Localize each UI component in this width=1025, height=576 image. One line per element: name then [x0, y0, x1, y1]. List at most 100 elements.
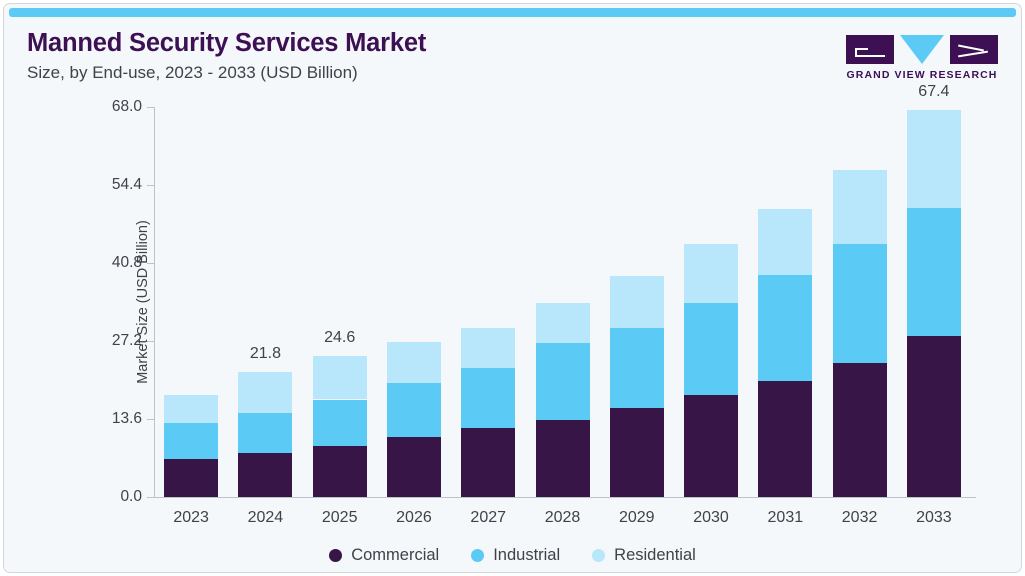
bar-value-label: 21.8: [249, 344, 281, 362]
y-axis-tick-label: 68.0: [111, 98, 142, 115]
x-axis-tick-label: 2029: [618, 509, 655, 526]
bar-group[interactable]: 2032: [832, 107, 887, 526]
x-axis-tick-label: 2031: [767, 509, 804, 526]
bar-segment-residential[interactable]: [832, 170, 887, 245]
bar-group[interactable]: 2030: [684, 107, 739, 526]
legend-swatch-icon: [329, 549, 343, 562]
x-axis-tick-label: 2023: [173, 509, 209, 526]
bar-segment-commercial[interactable]: [386, 437, 441, 497]
y-axis-tick-mark: [147, 185, 154, 186]
bar-segment-commercial[interactable]: [461, 428, 516, 497]
legend-label: Commercial: [351, 546, 440, 564]
bar-segment-industrial[interactable]: [832, 244, 887, 363]
bar-segment-industrial[interactable]: [461, 367, 516, 429]
bar-group[interactable]: 2028: [535, 107, 590, 526]
bar-segment-residential[interactable]: [684, 244, 739, 304]
x-axis-tick-label: 2024: [247, 509, 284, 526]
x-axis-tick-label: 2026: [396, 509, 432, 526]
bar-segment-industrial[interactable]: [684, 303, 739, 395]
bar-segment-residential[interactable]: [238, 371, 293, 413]
bar-segment-commercial[interactable]: [238, 453, 293, 497]
x-axis-tick-label: 2027: [470, 509, 507, 526]
x-axis-line: [154, 497, 976, 498]
bar-group[interactable]: 2026: [386, 107, 441, 526]
bar-segment-commercial[interactable]: [832, 362, 887, 497]
logo-left-bracket-horizontal: [855, 48, 868, 50]
logo-marks: [846, 31, 998, 67]
y-axis-tick-mark: [147, 107, 154, 108]
bar-segment-residential[interactable]: [461, 327, 516, 368]
y-axis-tick-label: 0.0: [120, 488, 142, 505]
bar-group[interactable]: 2023: [164, 107, 219, 526]
bar-segment-residential[interactable]: [386, 342, 441, 384]
x-axis-tick-label: 2030: [693, 509, 729, 526]
bar-group[interactable]: 2027: [461, 107, 516, 526]
bar-value-label: 24.6: [324, 328, 356, 346]
y-axis-tick-label: 27.2: [111, 332, 142, 349]
y-axis-tick-mark: [147, 497, 154, 498]
legend-label: Residential: [614, 546, 696, 564]
bar-segment-commercial[interactable]: [906, 335, 961, 497]
bar-segment-industrial[interactable]: [238, 412, 293, 454]
logo-left-rect-icon: [846, 35, 894, 64]
logo-left-bracket-vertical: [855, 48, 857, 56]
legend-swatch-icon: [592, 549, 606, 562]
bar-group[interactable]: 2031: [758, 107, 813, 526]
bar-segment-industrial[interactable]: [386, 383, 441, 438]
bar-group[interactable]: 24.6 2025: [312, 107, 367, 526]
bar-segment-residential[interactable]: [535, 303, 590, 344]
bar-group[interactable]: 2029: [609, 107, 664, 526]
bar-segment-commercial[interactable]: [164, 459, 219, 497]
x-axis-tick-label: 2032: [841, 509, 878, 526]
x-axis-tick-label: 2028: [544, 509, 581, 526]
bar-segment-commercial[interactable]: [684, 394, 739, 497]
legend-item-commercial[interactable]: Commercial: [329, 546, 439, 565]
bar-segment-residential[interactable]: [906, 110, 961, 208]
chart-legend: Commercial Industrial Residential: [9, 546, 1016, 565]
x-axis-tick-label: 2033: [916, 509, 952, 526]
legend-label: Industrial: [493, 546, 561, 564]
bar-segment-industrial[interactable]: [758, 275, 813, 382]
bar-segment-industrial[interactable]: [906, 207, 961, 336]
legend-swatch-icon: [471, 549, 485, 562]
y-axis-tick-label: 40.8: [111, 254, 142, 271]
logo-wordmark: GRAND VIEW RESEARCH: [846, 69, 998, 81]
y-axis-line: [154, 107, 155, 497]
bar-group[interactable]: 67.4 2033: [906, 83, 961, 526]
bar-segment-residential[interactable]: [164, 394, 219, 423]
bar-segment-residential[interactable]: [312, 355, 367, 400]
bar-segment-industrial[interactable]: [609, 327, 664, 409]
bar-value-label: 67.4: [918, 83, 950, 101]
bar-segment-commercial[interactable]: [535, 420, 590, 497]
bar-segment-commercial[interactable]: [609, 408, 664, 497]
bar-segment-residential[interactable]: [758, 209, 813, 276]
bar-segment-residential[interactable]: [609, 276, 664, 328]
y-axis-tick-mark: [147, 341, 154, 342]
bar-segment-commercial[interactable]: [758, 381, 813, 497]
plot-area: Market Size (USD Billion) 0.0 13.6 27.2 40.…: [112, 83, 976, 526]
y-axis-tick-mark: [147, 263, 154, 264]
page-subtitle: Size, by End-use, 2023 - 2033 (USD Billi…: [27, 63, 358, 82]
top-accent-bar: [9, 8, 1016, 17]
bar-group[interactable]: 21.8 2024: [238, 107, 293, 526]
grand-view-research-logo: GRAND VIEW RESEARCH: [846, 31, 998, 89]
legend-item-residential[interactable]: Residential: [592, 546, 696, 565]
bar-segment-industrial[interactable]: [312, 399, 367, 446]
y-axis-tick-label: 13.6: [111, 410, 142, 427]
logo-triangle-icon: [900, 35, 944, 64]
y-axis-tick-mark: [147, 419, 154, 420]
y-axis-title: Market Size (USD Billion): [134, 220, 151, 384]
legend-item-industrial[interactable]: Industrial: [471, 546, 560, 565]
logo-left-underline: [855, 55, 885, 57]
y-axis-tick-label: 54.4: [111, 176, 142, 193]
page-title: Manned Security Services Market: [27, 29, 427, 57]
chart-canvas: Manned Security Services Market Size, by…: [9, 19, 1016, 569]
bar-segment-commercial[interactable]: [312, 445, 367, 497]
bar-segment-industrial[interactable]: [535, 343, 590, 421]
x-axis-tick-label: 2025: [321, 509, 358, 526]
logo-right-rect-icon: [950, 35, 998, 64]
logo-right-slash-lower: [958, 50, 988, 58]
logo-right-slash-upper: [958, 44, 984, 52]
bar-segment-industrial[interactable]: [164, 423, 219, 460]
